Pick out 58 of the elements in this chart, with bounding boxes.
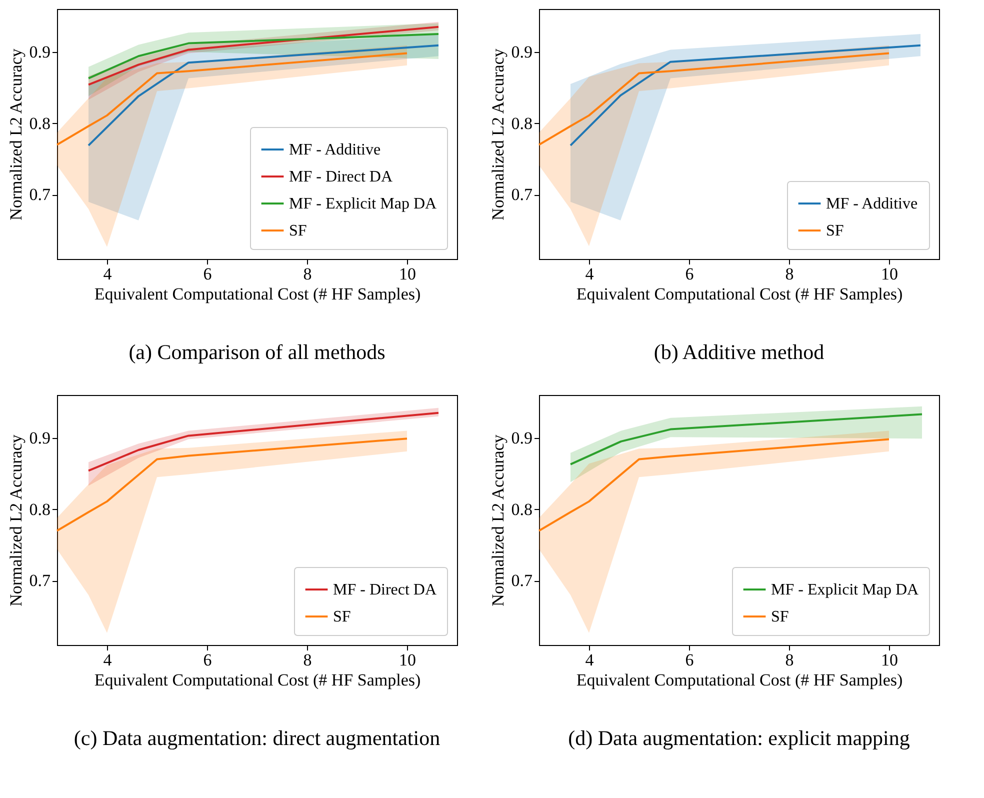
y-tick-label: 0.7: [29, 571, 51, 590]
legend-label: MF - Additive: [289, 142, 381, 158]
legend-label: SF: [826, 222, 844, 240]
y-tick-label: 0.8: [511, 114, 532, 133]
legend-label: MF - Direct DA: [289, 168, 393, 186]
legend-label: SF: [333, 608, 351, 626]
legend-label: SF: [771, 608, 789, 626]
line-series: [88, 412, 440, 472]
x-tick-label: 10: [881, 650, 898, 670]
y-tick-label: 0.9: [29, 428, 50, 448]
x-tick-label: 8: [785, 264, 794, 284]
x-tick-label: 6: [685, 264, 694, 284]
x-axis-title: Equivalent Computational Cost (# HF Samples): [94, 670, 421, 690]
x-tick-label: 8: [303, 650, 312, 670]
legend-label: SF: [289, 222, 307, 240]
y-tick-label: 0.8: [511, 500, 532, 519]
text: (c) Data augmentation: direct augmentation: [74, 726, 441, 750]
x-tick-label: 6: [203, 650, 212, 670]
line-series: [570, 413, 923, 466]
y-axis-title: Normalized L2 Accuracy: [6, 48, 26, 220]
legend-label: MF - Explicit Map DA: [771, 582, 919, 598]
line-series: [88, 33, 440, 80]
x-tick-label: 6: [685, 650, 694, 670]
y-tick-label: 0.7: [511, 571, 533, 590]
x-tick-label: 4: [103, 650, 112, 670]
legend-label: MF - Explicit Map DA: [289, 196, 437, 212]
y-tick-label: 0.7: [29, 185, 51, 204]
line-series: [56, 438, 408, 532]
x-tick-label: 10: [399, 650, 416, 670]
y-axis-title: Normalized L2 Accuracy: [6, 434, 26, 606]
x-axis-title: Equivalent Computational Cost (# HF Samples): [94, 284, 421, 304]
x-tick-label: 10: [399, 264, 416, 284]
x-axis-title: Equivalent Computational Cost (# HF Samples): [576, 670, 903, 690]
line-series: [570, 44, 922, 146]
y-tick-label: 0.8: [29, 114, 50, 133]
legend-label: MF - Additive: [826, 196, 918, 212]
x-tick-label: 4: [103, 264, 112, 284]
y-axis-title: Normalized L2 Accuracy: [488, 48, 508, 220]
y-tick-label: 0.9: [511, 428, 532, 448]
legend-label: MF - Direct DA: [333, 582, 437, 598]
line-series: [538, 438, 890, 532]
y-tick-label: 0.8: [29, 500, 50, 519]
x-tick-label: 8: [785, 650, 794, 670]
text: (a) Comparison of all methods: [128, 340, 386, 364]
x-tick-label: 4: [585, 650, 594, 670]
y-axis-title: Normalized L2 Accuracy: [488, 434, 508, 606]
y-tick-label: 0.9: [511, 42, 532, 62]
x-tick-label: 8: [303, 264, 312, 284]
text: (b) Additive method: [654, 340, 825, 364]
x-tick-label: 6: [203, 264, 212, 284]
x-tick-label: 10: [881, 264, 898, 284]
text: (d) Data augmentation: explicit mapping: [568, 726, 910, 750]
line-series: [538, 52, 890, 146]
line-series: [88, 26, 440, 86]
y-tick-label: 0.9: [29, 42, 50, 62]
x-tick-label: 4: [585, 264, 594, 284]
y-tick-label: 0.7: [511, 185, 533, 204]
x-axis-title: Equivalent Computational Cost (# HF Samples): [576, 284, 903, 304]
